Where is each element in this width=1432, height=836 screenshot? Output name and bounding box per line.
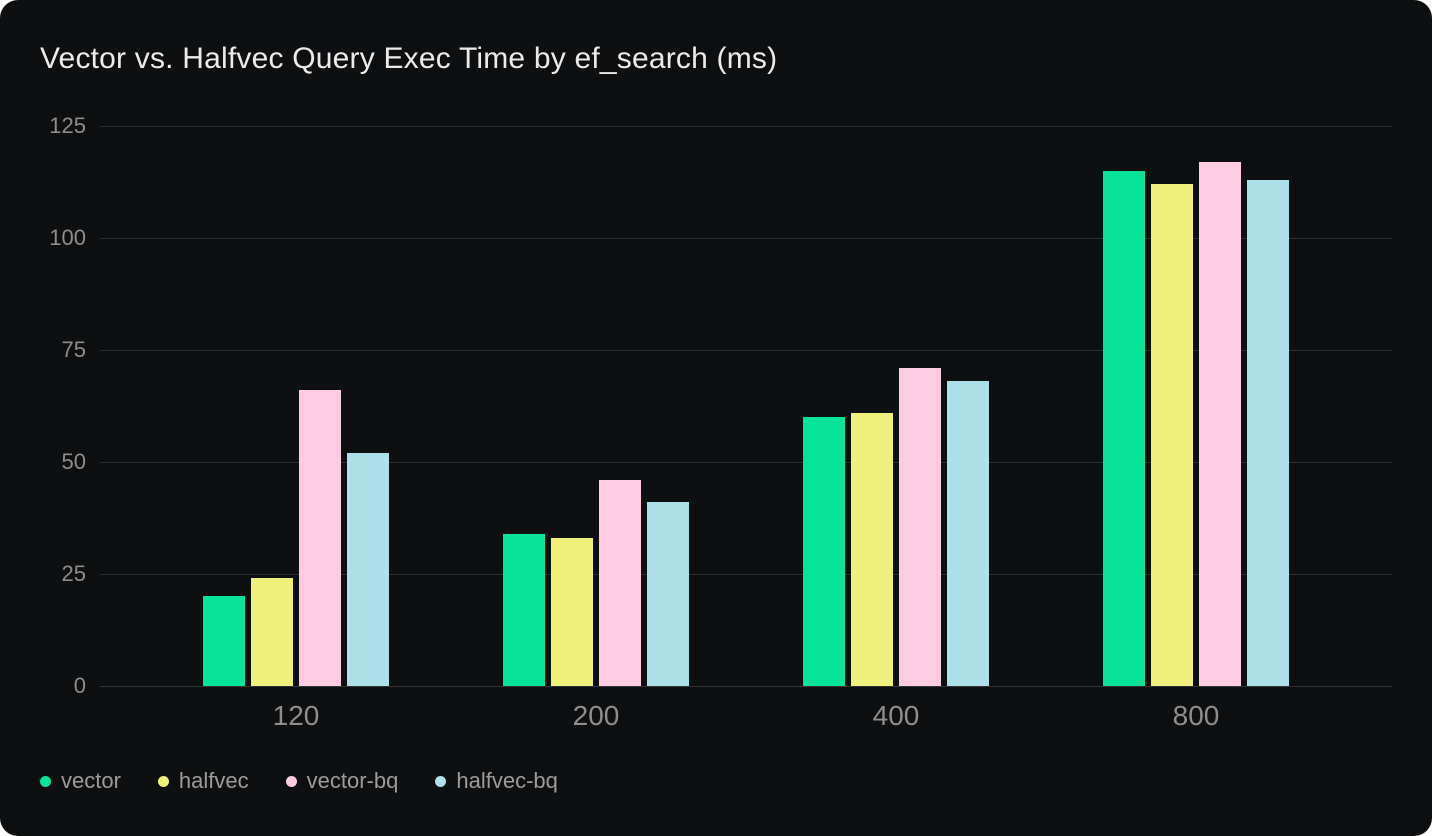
bar-vector-bq-120[interactable] xyxy=(299,390,341,686)
legend-item-halfvec[interactable]: halfvec xyxy=(157,768,249,794)
y-tick-label-75: 75 xyxy=(61,337,86,362)
legend-label: halfvec-bq xyxy=(456,768,558,793)
x-tick-label-400: 400 xyxy=(872,700,920,731)
bar-halfvec-200[interactable] xyxy=(551,538,593,686)
gridline-y-100 xyxy=(100,238,1392,239)
bar-vector-800[interactable] xyxy=(1103,171,1145,686)
legend-item-halfvec-bq[interactable]: halfvec-bq xyxy=(435,768,558,794)
legend-dot-icon xyxy=(285,775,297,787)
bar-vector-200[interactable] xyxy=(503,534,545,686)
gridline-y-0 xyxy=(100,686,1392,687)
bar-vector-bq-800[interactable] xyxy=(1199,162,1241,686)
bar-halfvec-400[interactable] xyxy=(851,413,893,686)
bar-halfvec-bq-200[interactable] xyxy=(647,502,689,686)
bar-group-120 xyxy=(203,390,389,686)
legend-dot-icon xyxy=(157,775,169,787)
legend-label: vector-bq xyxy=(306,768,399,793)
bar-halfvec-120[interactable] xyxy=(251,578,293,686)
bar-vector-bq-200[interactable] xyxy=(599,480,641,686)
legend-label: halfvec xyxy=(178,768,249,793)
y-tick-label-100: 100 xyxy=(49,225,86,250)
legend-item-vector-bq[interactable]: vector-bq xyxy=(285,768,399,794)
y-tick-label-50: 50 xyxy=(61,449,86,474)
legend-dot-icon xyxy=(40,775,51,787)
bar-halfvec-800[interactable] xyxy=(1151,184,1193,686)
bar-vector-400[interactable] xyxy=(803,417,845,686)
bar-group-800 xyxy=(1103,162,1289,686)
bar-vector-120[interactable] xyxy=(203,596,245,686)
x-tick-label-200: 200 xyxy=(572,700,620,731)
gridline-y-25 xyxy=(100,574,1392,575)
y-tick-label-0: 0 xyxy=(73,673,86,698)
bar-halfvec-bq-400[interactable] xyxy=(947,381,989,686)
x-tick-label-120: 120 xyxy=(272,700,320,731)
bar-group-200 xyxy=(503,480,689,686)
legend-label: vector xyxy=(61,768,121,793)
gridline-y-125 xyxy=(100,126,1392,127)
bar-halfvec-bq-120[interactable] xyxy=(347,453,389,686)
legend-item-vector[interactable]: vector xyxy=(40,768,121,794)
chart-legend: vector halfvec vector-bq halfvec-bq xyxy=(40,768,558,794)
gridline-y-50 xyxy=(100,462,1392,463)
x-tick-label-800: 800 xyxy=(1172,700,1220,731)
bar-vector-bq-400[interactable] xyxy=(899,368,941,686)
bar-group-400 xyxy=(803,368,989,686)
gridline-y-75 xyxy=(100,350,1392,351)
y-tick-label-25: 25 xyxy=(61,561,86,586)
chart-title: Vector vs. Halfvec Query Exec Time by ef… xyxy=(40,42,778,75)
bar-halfvec-bq-800[interactable] xyxy=(1247,180,1289,686)
legend-dot-icon xyxy=(435,775,447,787)
y-tick-label-125: 125 xyxy=(49,113,86,138)
